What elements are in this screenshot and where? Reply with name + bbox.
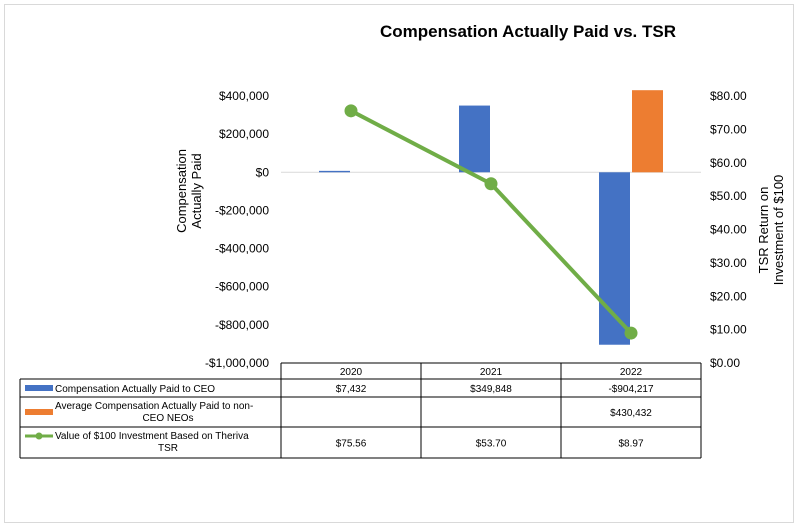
tsr-line [350, 109, 633, 335]
left-tick-label: -$800,000 [215, 318, 269, 332]
left-tick-label: -$200,000 [215, 203, 269, 217]
tsr-point-2020 [344, 104, 358, 118]
tsr-point-2022 [624, 326, 638, 340]
table-cell-value: $430,432 [610, 408, 652, 419]
right-axis-title-line-1: TSR Return on [756, 187, 771, 274]
left-axis-title-line-1: Compensation [174, 149, 189, 233]
data-table: 2020 2021 2022 Compensation Actually Paid t… [19, 362, 702, 459]
left-tick-label: -$400,000 [215, 242, 269, 256]
bar-series1-2020 [319, 170, 350, 173]
bar-series2-2022 [632, 90, 663, 173]
right-tick-label: $80.00 [710, 89, 747, 103]
legend-label-line-1: Value of $100 Investment Based on Theriv… [55, 431, 249, 442]
table-header-year: 2020 [340, 367, 363, 378]
legend-label-line-2: CEO NEOs [142, 413, 193, 424]
right-tick-label: $20.00 [710, 289, 747, 303]
right-tick-label: $60.00 [710, 156, 747, 170]
right-tick-label: $50.00 [710, 189, 747, 203]
legend-label: Compensation Actually Paid to CEO [55, 384, 215, 395]
left-axis-title-line-2: Actually Paid [189, 153, 204, 228]
table-cell-value: -$904,217 [608, 384, 653, 395]
left-axis-title: Compensation Actually Paid [174, 149, 204, 233]
bar-series1-2022 [599, 172, 630, 345]
left-tick-label: $400,000 [219, 89, 269, 103]
bar-series1-2021 [459, 105, 490, 173]
left-tick-label: -$600,000 [215, 280, 269, 294]
right-tick-label: $70.00 [710, 122, 747, 136]
table-cell-value: $349,848 [470, 384, 512, 395]
legend-key-bar [25, 385, 53, 391]
table-cell-value: $7,432 [336, 384, 367, 395]
right-tick-label: $40.00 [710, 223, 747, 237]
table-cell-value: $53.70 [476, 439, 507, 450]
table-cell-value: $8.97 [618, 439, 643, 450]
chart-title: Compensation Actually Paid vs. TSR [380, 22, 676, 41]
right-axis-title: TSR Return on Investment of $100 [756, 175, 786, 286]
left-tick-label: -$1,000,000 [205, 356, 269, 370]
table-cell-value: $75.56 [336, 439, 367, 450]
table-header-year: 2022 [620, 367, 643, 378]
left-tick-label: $0 [256, 165, 270, 179]
right-tick-label: $30.00 [710, 256, 747, 270]
legend-label-line-2: TSR [158, 443, 178, 454]
tsr-point-2021 [484, 177, 498, 191]
right-axis-title-line-2: Investment of $100 [771, 175, 786, 286]
table-header-year: 2021 [480, 367, 503, 378]
left-tick-label: $200,000 [219, 127, 269, 141]
legend-label-line-1: Average Compensation Actually Paid to no… [55, 401, 253, 412]
right-tick-label: $0.00 [710, 356, 740, 370]
legend-key-marker [35, 432, 43, 440]
legend-key-bar [25, 409, 53, 415]
right-tick-label: $10.00 [710, 323, 747, 337]
